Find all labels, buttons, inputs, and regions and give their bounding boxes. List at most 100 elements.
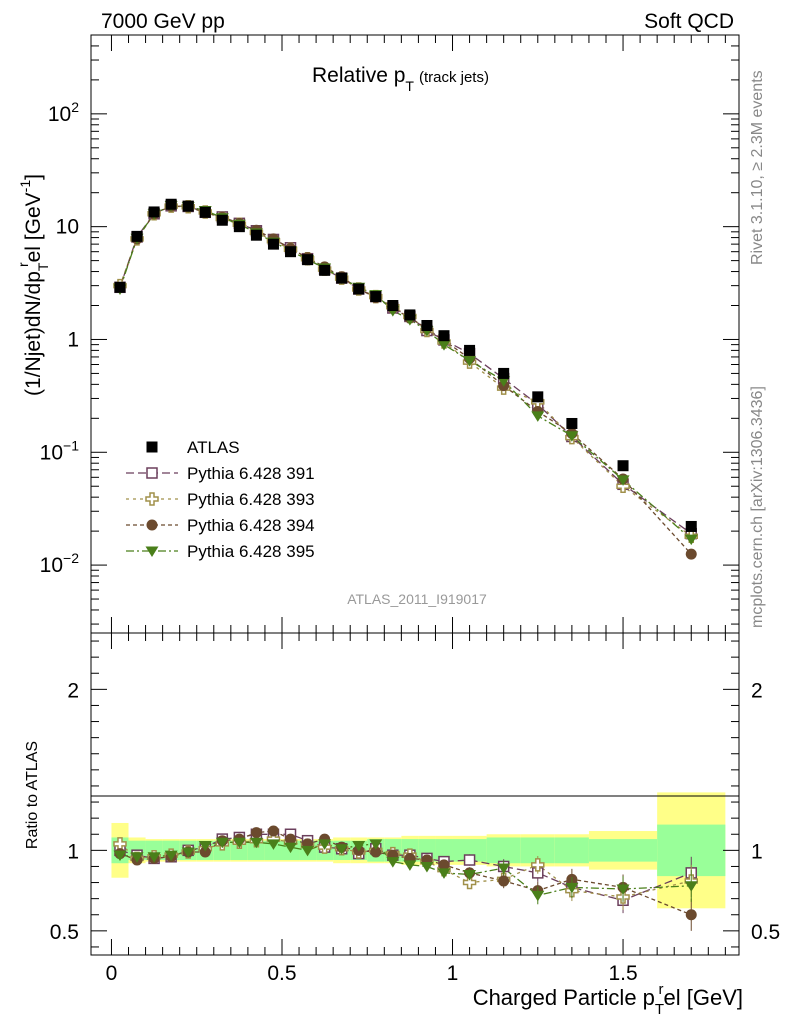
- ratio-y-axis-label: Ratio to ATLAS: [24, 741, 41, 849]
- ratio-tick-labels: 0.5 0.5 1 1 2 2 0 0.5 1 1.5: [50, 679, 780, 985]
- ratio-point-4: [249, 837, 263, 849]
- ratio-point-3: [498, 875, 510, 887]
- ratio-y-tick-label-right: 2: [751, 679, 763, 702]
- y-tick-label: 10−2: [40, 550, 80, 577]
- series-line-2: [119, 205, 692, 537]
- legend-label: Pythia 6.428 394: [187, 516, 315, 535]
- mc-point-4: [463, 356, 477, 367]
- ratio-point-4: [403, 860, 417, 871]
- ratio-point-4: [164, 850, 178, 862]
- x-tick-label: 1.5: [608, 962, 637, 985]
- ratio-point-4: [463, 870, 477, 881]
- data-point: [370, 291, 382, 303]
- y-tick-label: 10: [56, 216, 79, 239]
- header-right-label: Soft QCD: [644, 10, 734, 33]
- data-point: [498, 367, 510, 379]
- header-left-label: 7000 GeV pp: [101, 10, 225, 33]
- mc-point-4: [497, 376, 511, 387]
- ratio-point-4: [181, 847, 195, 858]
- ratio-point-4: [232, 837, 246, 849]
- legend-label: ATLAS: [187, 438, 240, 457]
- ratio-point-4: [147, 852, 161, 863]
- ratio-point-4: [497, 863, 511, 875]
- ratio-band-inner: [452, 839, 487, 862]
- data-point: [464, 344, 476, 356]
- y-tick-label: 10−1: [40, 437, 80, 464]
- legend-entry: Pythia 6.428 395: [126, 542, 315, 561]
- data-point: [216, 214, 228, 226]
- ratio-band-inner: [486, 837, 521, 864]
- ratio-point-4: [352, 841, 366, 852]
- main-ticks: [91, 34, 739, 633]
- mc-point-2: [616, 479, 630, 493]
- chart-title-suffix: (track jets): [419, 69, 489, 86]
- mc-point-4: [531, 411, 545, 422]
- x-tick-label: 1: [447, 962, 459, 985]
- y-tick-label: 102: [48, 99, 79, 126]
- data-point: [438, 330, 450, 342]
- data-point: [336, 272, 348, 284]
- data-point: [285, 246, 297, 258]
- legend-marker: [146, 519, 158, 531]
- ratio-point-3: [267, 825, 279, 837]
- data-point: [353, 283, 365, 295]
- data-point: [532, 391, 544, 403]
- ratio-point-4: [684, 881, 698, 892]
- legend-marker: [146, 441, 158, 453]
- ratio-band-inner: [247, 840, 265, 861]
- y-tick-label: 1: [67, 328, 79, 351]
- ratio-panel: 0.5 0.5 1 1 2 2 0 0.5 1 1.5 Ratio to ATLAS Charge…: [24, 632, 780, 1018]
- ratio-y-tick-label: 2: [67, 679, 79, 702]
- x-tick-label: 0.5: [267, 962, 296, 985]
- ratio-point-3: [250, 827, 262, 839]
- rivet-label: Rivet 3.1.10, ≥ 2.3M events: [749, 70, 766, 265]
- main-y-tick-labels: 10−2 10−1 1 10 102: [40, 99, 80, 577]
- legend-entry: Pythia 6.428 394: [126, 516, 315, 535]
- legend-entry: Pythia 6.428 393: [126, 490, 315, 509]
- mc-point-4: [437, 340, 451, 351]
- ratio-point-3: [438, 859, 450, 871]
- ratio-point-4: [198, 841, 212, 852]
- legend-label: Pythia 6.428 393: [187, 490, 315, 509]
- data-point: [114, 281, 126, 293]
- ratio-point-4: [420, 861, 434, 873]
- ratio-point-4: [318, 839, 332, 850]
- data-point: [404, 309, 416, 321]
- ratio-point-4: [565, 882, 579, 894]
- legend-label: Pythia 6.428 391: [187, 464, 315, 483]
- ratio-point-4: [531, 890, 545, 902]
- data-point: [387, 300, 399, 312]
- data-point: [319, 264, 331, 276]
- ratio-band-inner: [554, 837, 589, 864]
- ratio-point-4: [301, 845, 315, 857]
- mc-point-3: [685, 548, 697, 560]
- data-point: [199, 206, 211, 218]
- mcplots-label: mcplots.cern.ch [arXiv:1306.3436]: [749, 386, 766, 628]
- data-point: [617, 460, 629, 472]
- data-point: [566, 417, 578, 429]
- data-point: [685, 520, 697, 532]
- mc-point-4: [684, 534, 698, 546]
- ratio-point-4: [437, 868, 451, 879]
- data-point: [302, 254, 314, 266]
- legend-marker: [145, 492, 159, 506]
- ratio-point-2: [462, 875, 477, 890]
- data-point: [148, 206, 160, 218]
- x-axis-label: Charged Particle pTrel [GeV]: [473, 981, 743, 1018]
- ratio-point-3: [285, 833, 297, 845]
- series-line-1: [119, 205, 692, 535]
- ratio-band-inner: [230, 840, 248, 861]
- ratio-point-4: [335, 844, 349, 855]
- ratio-point-4: [369, 839, 383, 850]
- ratio-y-tick-label: 0.5: [50, 921, 79, 944]
- ratio-band-inner: [264, 840, 282, 861]
- x-tick-label: 0: [106, 962, 118, 985]
- legend-marker: [145, 546, 159, 557]
- analysis-watermark: ATLAS_2011_I919017: [347, 591, 487, 607]
- ratio-point-4: [616, 884, 630, 895]
- data-point: [421, 319, 433, 331]
- ratio-point-2: [531, 858, 545, 872]
- ratio-point-4: [386, 857, 400, 868]
